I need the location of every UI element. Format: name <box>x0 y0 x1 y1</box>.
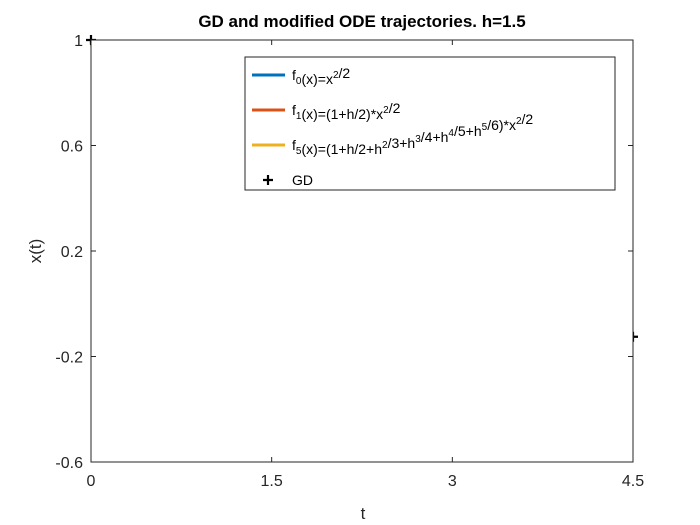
legend: f0(x)=x2/2 f1(x)=(1+h/2)*x2/2f5(x)=(1+h/2… <box>244 56 616 191</box>
x-tick-label: 0 <box>87 473 96 490</box>
x-tick-label: 3 <box>448 473 457 490</box>
y-tick-label: 1 <box>74 33 83 50</box>
y-tick-label: 0.2 <box>61 244 83 261</box>
legend-box <box>244 56 616 191</box>
x-tick-label: 1.5 <box>261 473 283 490</box>
y-tick-label: 0.6 <box>61 139 83 156</box>
x-tick-label: 4.5 <box>622 473 644 490</box>
chart-title: GD and modified ODE trajectories. h=1.5 <box>198 12 525 31</box>
y-tick-label: -0.2 <box>55 350 83 367</box>
legend-label: f1(x)=(1+h/2)*x2/2 <box>292 100 401 122</box>
x-axis-label: t <box>361 504 366 523</box>
legend-label: f0(x)=x2/2 <box>292 65 350 87</box>
y-tick-label: -0.6 <box>55 455 83 472</box>
legend-label: f5(x)=(1+h/2+h2/3+h3/4+h4/5+h5/6)*x2/2 <box>292 111 533 157</box>
y-axis-label: x(t) <box>26 239 45 264</box>
legend-label: GD <box>292 172 313 188</box>
legend-marker <box>263 175 273 185</box>
